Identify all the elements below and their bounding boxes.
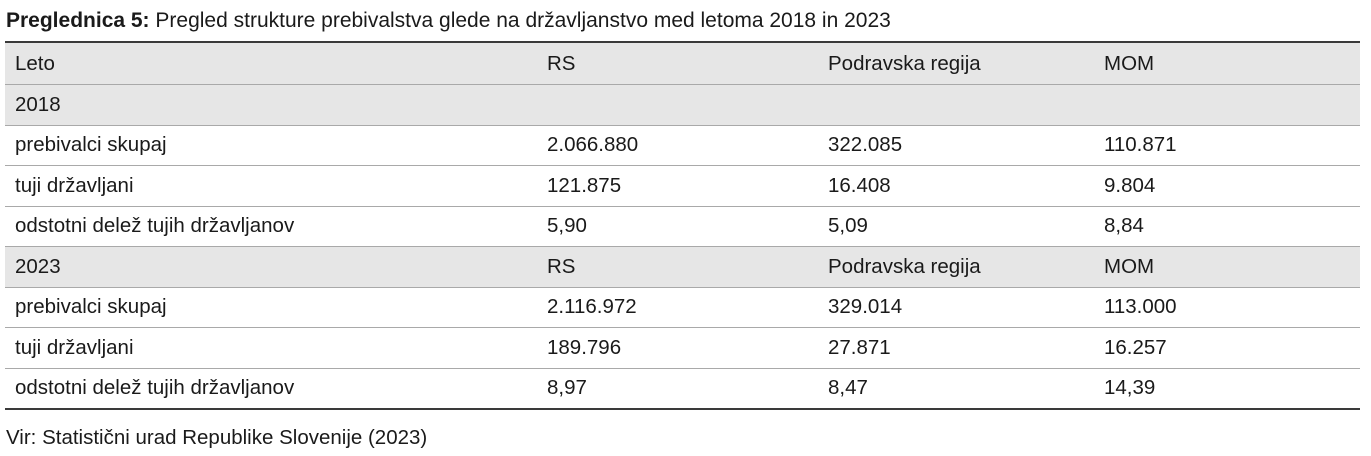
value-mom: 113.000 [1104,295,1177,319]
table-row: odstotni delež tujih državljanov 5,90 5,… [5,205,1360,247]
row-label: odstotni delež tujih državljanov [15,376,295,400]
value-podravska: 8,47 [828,376,868,400]
header-cell-mom: MOM [1104,51,1155,75]
value-podravska: 5,09 [828,214,868,238]
row-label: prebivalci skupaj [15,133,167,157]
year-row-2023: 2023 RS Podravska regija MOM [5,246,1360,287]
row-label: tuji državljani [15,173,134,197]
value-rs: 121.875 [547,173,622,197]
table-caption: Preglednica 5: Pregled strukture prebiva… [6,7,891,35]
value-mom: 9.804 [1104,173,1156,197]
subheader-cell-rs: RS [547,254,576,278]
header-cell-year: Leto [15,51,55,75]
table-header-row: Leto RS Podravska regija MOM [5,43,1360,84]
subheader-cell-podravska: Podravska regija [828,254,981,278]
caption-text: Pregled strukture prebivalstva glede na … [149,9,891,32]
row-label: odstotni delež tujih državljanov [15,214,295,238]
year-label-2018: 2018 [15,92,61,116]
year-row-2018: 2018 [5,84,1360,125]
table-row: odstotni delež tujih državljanov 8,97 8,… [5,367,1360,409]
table-row: tuji državljani 189.796 27.871 16.257 [5,327,1360,368]
value-podravska: 27.871 [828,335,891,359]
value-rs: 8,97 [547,376,587,400]
year-label-2023: 2023 [15,254,61,278]
subheader-cell-mom: MOM [1104,254,1155,278]
population-table: Leto RS Podravska regija MOM 2018 prebiv… [5,41,1360,410]
value-rs: 2.116.972 [547,295,637,319]
value-rs: 189.796 [547,335,622,359]
caption-label: Preglednica 5: [6,9,150,32]
row-label: tuji državljani [15,335,134,359]
value-mom: 110.871 [1104,133,1177,157]
value-mom: 8,84 [1104,214,1144,238]
source-note: Vir: Statistični urad Republike Slovenij… [6,426,428,449]
table-row: prebivalci skupaj 2.116.972 329.014 113.… [5,286,1360,328]
value-mom: 16.257 [1104,335,1167,359]
value-mom: 14,39 [1104,376,1156,400]
value-podravska: 322.085 [828,133,903,157]
table-row: tuji državljani 121.875 16.408 9.804 [5,165,1360,206]
value-rs: 5,90 [547,214,587,238]
value-podravska: 16.408 [828,173,891,197]
header-cell-podravska: Podravska regija [828,51,981,75]
row-label: prebivalci skupaj [15,295,167,319]
value-rs: 2.066.880 [547,133,639,157]
header-cell-rs: RS [547,51,576,75]
value-podravska: 329.014 [828,295,903,319]
table-row: prebivalci skupaj 2.066.880 322.085 110.… [5,124,1360,166]
